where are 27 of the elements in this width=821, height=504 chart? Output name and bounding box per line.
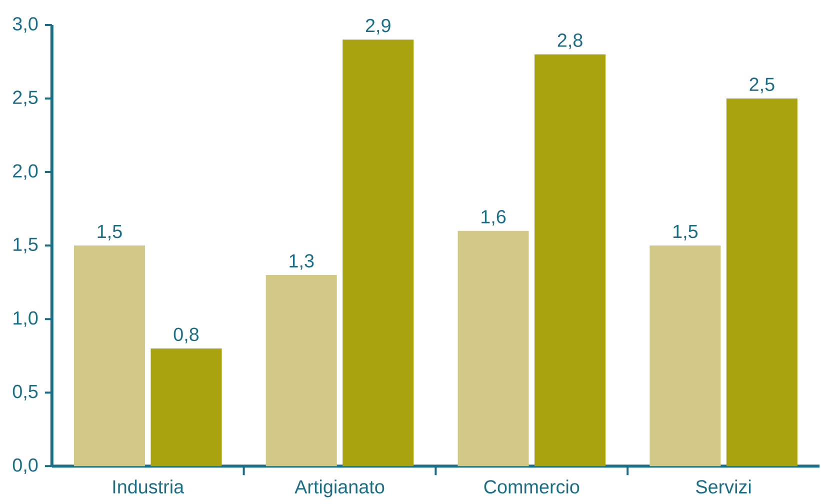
data-label: 2,8 <box>558 34 582 50</box>
y-tick-label: 2,0 <box>13 164 38 180</box>
data-label: 2,5 <box>750 78 774 94</box>
bar <box>458 230 529 466</box>
y-tick-label: 0,5 <box>12 384 38 400</box>
bar <box>726 98 798 466</box>
data-label: 0,8 <box>174 328 199 344</box>
data-label: 1,3 <box>290 254 314 270</box>
y-tick-label: 3,0 <box>12 17 38 33</box>
bar <box>266 274 337 466</box>
data-label: 1,6 <box>482 210 506 226</box>
y-tick-label: 0,0 <box>12 458 38 474</box>
bar <box>534 54 606 466</box>
x-tick-label: Artigianato <box>294 480 384 498</box>
x-tick-label: Servizi <box>696 480 751 494</box>
y-tick-label: 1,5 <box>14 238 38 254</box>
bar <box>150 348 222 466</box>
bar <box>74 246 145 466</box>
bar <box>650 246 721 466</box>
data-label: 1,5 <box>673 224 698 240</box>
y-tick-label: 1,0 <box>14 311 38 327</box>
bar <box>342 40 414 466</box>
y-tick-label: 2,5 <box>13 90 38 106</box>
data-label: 2,9 <box>366 18 390 34</box>
x-tick-label: Commercio <box>484 480 580 494</box>
data-label: 1,5 <box>98 224 122 240</box>
x-tick-label: Industria <box>113 480 184 494</box>
